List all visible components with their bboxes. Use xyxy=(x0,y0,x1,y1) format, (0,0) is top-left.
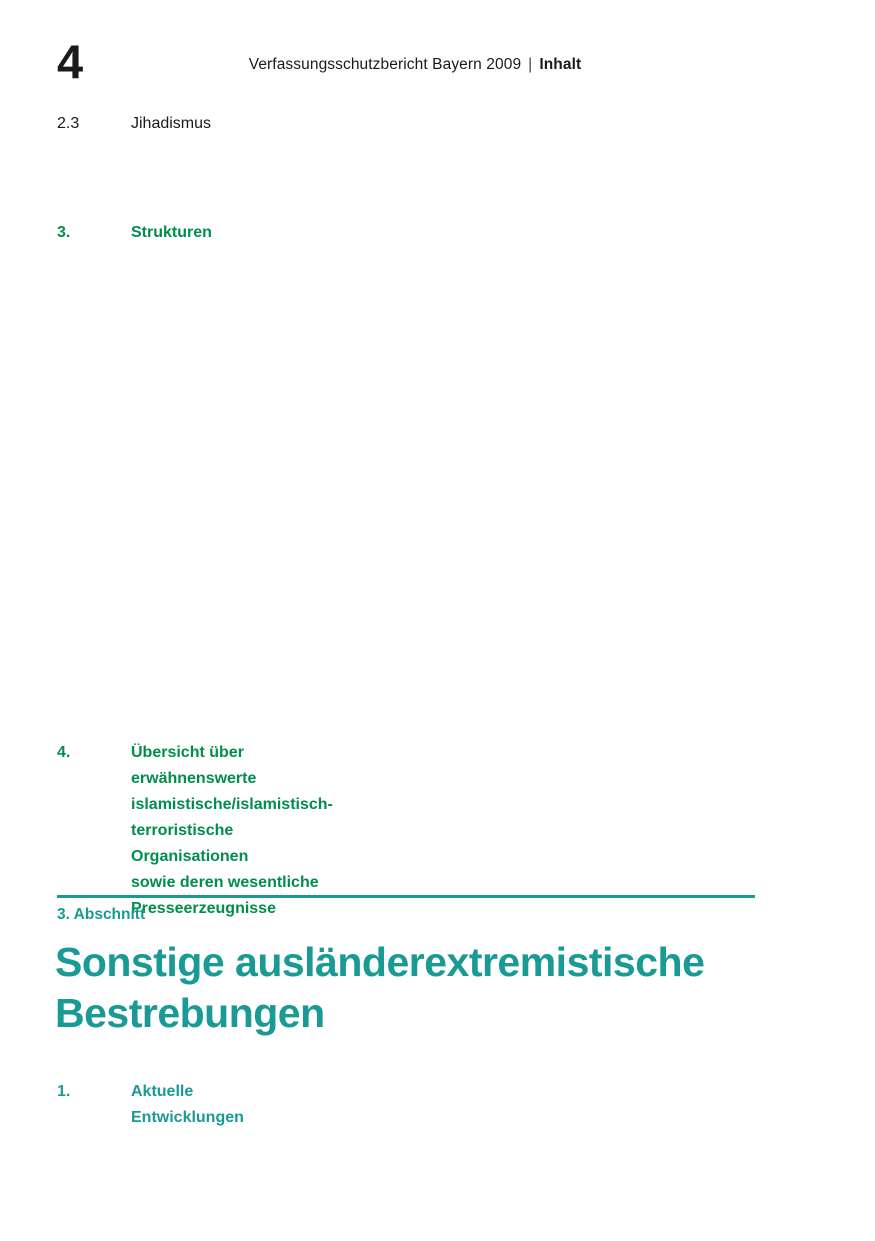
page-number: 4 xyxy=(57,35,83,88)
toc-row: 1. Aktuelle Entwicklungen81 xyxy=(57,1079,875,1241)
toc-entry-label: Jihadismus xyxy=(131,111,221,137)
toc-entry-line: Jihadismus xyxy=(131,115,212,132)
toc-entry-number: 3. xyxy=(57,224,71,241)
toc-entry-label: Aktuelle Entwicklungen xyxy=(131,1079,254,1131)
toc-entry-label: Übersicht über erwähnenswerte islamistisc… xyxy=(131,740,343,922)
abschnitt-label: 3. Abschnitt xyxy=(57,906,146,923)
toc-entry-line: sowie deren wesentliche Presseerzeugniss… xyxy=(131,874,319,917)
running-head-title: Verfassungsschutzbericht Bayern 2009 xyxy=(248,56,522,73)
running-head-separator: | xyxy=(528,56,533,73)
toc-entry-line: Aktuelle Entwicklungen xyxy=(131,1083,244,1126)
section-divider-rule xyxy=(57,895,755,898)
running-head-section: Inhalt xyxy=(539,56,582,73)
toc-entry-number: 2.3 xyxy=(57,115,80,132)
running-head: Verfassungsschutzbericht Bayern 2009 | Inh… xyxy=(0,56,830,74)
toc-entry-label: Strukturen xyxy=(131,220,222,246)
toc-entry-page: 81 xyxy=(253,1079,875,1241)
toc-entry-line: Strukturen xyxy=(131,224,212,241)
toc-entry-line: Übersicht über erwähnenswerte xyxy=(131,744,257,787)
abschnitt-title-line-2: Bestrebungen xyxy=(55,990,325,1036)
toc-entry-number: 4. xyxy=(57,744,71,761)
abschnitt-title: Sonstige ausländerextremistische Bestreb… xyxy=(55,937,705,1039)
toc-entry-number: 1. xyxy=(57,1083,71,1100)
toc-abschnitt3-group: 1.Aktuelle Entwicklungen811.1Krieg und F… xyxy=(57,1079,875,1241)
toc-entry-line: islamistische/islamistisch-terroristisch… xyxy=(131,796,333,865)
abschnitt-title-line-1: Sonstige ausländerextremistische xyxy=(55,939,705,985)
